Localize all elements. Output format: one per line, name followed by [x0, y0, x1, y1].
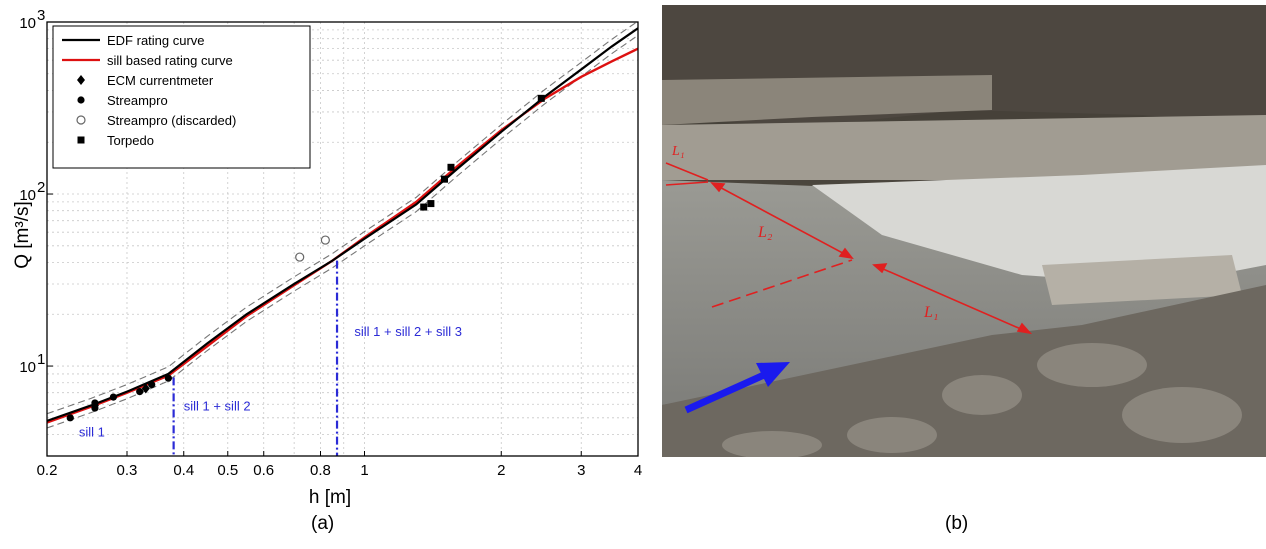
annotation-label: sill 1 + sill 2 + sill 3 — [354, 324, 462, 339]
confidence-band-lower — [47, 34, 638, 429]
marker-circle — [164, 374, 172, 382]
annotation-label: sill 1 — [79, 424, 105, 439]
x-tick-label: 3 — [577, 462, 585, 479]
x-tick-label: 4 — [634, 462, 642, 479]
arrowhead-1 — [838, 247, 854, 260]
x-tick-label: 2 — [497, 462, 505, 479]
edf-rating-curve — [47, 27, 638, 422]
x-axis-ticks: 0.2 0.3 0.4 0.5 0.6 0.8 1 2 3 4 — [37, 451, 642, 479]
marker-square — [447, 163, 455, 171]
y-tick-label-exponent: 3 — [37, 7, 45, 24]
marker-square — [537, 94, 545, 102]
legend-label: ECM currentmeter — [107, 73, 214, 88]
marker-circle-open — [295, 252, 305, 262]
marker-circle-open — [320, 235, 330, 245]
x-tick-label: 0.2 — [37, 462, 58, 479]
weir-crest-line-2 — [711, 259, 853, 308]
marker-circle — [66, 414, 74, 422]
marker-circle — [77, 96, 85, 104]
threshold-lines — [172, 260, 339, 456]
x-axis-label: h [m] — [309, 487, 351, 508]
x-tick-label: 0.8 — [310, 462, 331, 479]
marker-square — [420, 203, 428, 211]
legend: EDF rating curve sill based rating curve E… — [52, 25, 311, 169]
y-tick-label-base: 10 — [19, 187, 36, 204]
dimension-line-L2 — [711, 182, 853, 259]
y-tick-label-base: 10 — [19, 359, 36, 376]
marker-circle — [148, 381, 156, 389]
weir-crest-line-1 — [665, 181, 709, 186]
annotations: sill 1 sill 1 + sill 2 sill 1 + sill 2 + s… — [79, 324, 462, 440]
marker-square — [427, 200, 435, 208]
y-axis-label: Q [m³/s] — [12, 201, 33, 269]
caption-b: (b) — [945, 513, 969, 534]
legend-label: sill based rating curve — [107, 53, 233, 68]
marker-diamond — [141, 383, 150, 394]
caption-a: (a) — [311, 513, 335, 534]
annotation-label: sill 1 + sill 2 — [184, 399, 251, 414]
legend-label: EDF rating curve — [107, 33, 205, 48]
arrowhead-4 — [710, 182, 726, 193]
flow-direction-arrow-icon — [684, 362, 790, 414]
markers-layer — [66, 94, 545, 422]
marker-circle — [91, 404, 99, 412]
dimension-line-L1-lower — [873, 264, 1031, 334]
x-tick-label: 0.3 — [117, 462, 138, 479]
label-L1-upper: L₁ — [671, 144, 685, 159]
y-tick-label-exponent: 1 — [37, 351, 45, 368]
marker-diamond — [77, 75, 85, 85]
retaining-wall — [662, 75, 992, 125]
y-tick-label-base: 10 — [19, 15, 36, 32]
marker-circle — [91, 399, 99, 407]
confidence-band-upper — [47, 22, 638, 415]
arrowhead-2 — [872, 263, 888, 274]
label-L2: L₂ — [757, 224, 773, 241]
concrete-sill — [1042, 255, 1242, 305]
marker-circle — [136, 388, 144, 396]
y-tick-label-exponent: 2 — [37, 179, 45, 196]
x-tick-label: 0.4 — [173, 462, 194, 479]
measurement-lines — [665, 162, 1033, 335]
legend-label: Streampro (discarded) — [107, 113, 236, 128]
x-tick-label: 1 — [360, 462, 368, 479]
marker-circle — [109, 393, 117, 401]
marker-square — [77, 136, 85, 144]
x-tick-label: 0.5 — [217, 462, 238, 479]
arrowhead-3 — [1016, 322, 1033, 335]
legend-label: Torpedo — [107, 133, 154, 148]
marker-square — [441, 175, 449, 183]
legend-label: Streampro — [107, 93, 168, 108]
rock-cluster — [722, 343, 1242, 459]
whitewater — [812, 165, 1266, 285]
confidence-band — [47, 22, 638, 429]
dimension-line-L1-upper — [665, 162, 709, 181]
label-L1-lower: L₁ — [923, 304, 938, 321]
plot-frame — [46, 21, 639, 457]
marker-circle-open — [76, 115, 86, 125]
x-tick-label: 0.6 — [253, 462, 274, 479]
weir-photograph: L₁ L₂ L₁ — [662, 5, 1266, 459]
series-layer — [47, 27, 638, 424]
foreground-rocks — [662, 285, 1266, 457]
legend-box — [52, 25, 311, 169]
gravel-bank — [662, 115, 1266, 180]
